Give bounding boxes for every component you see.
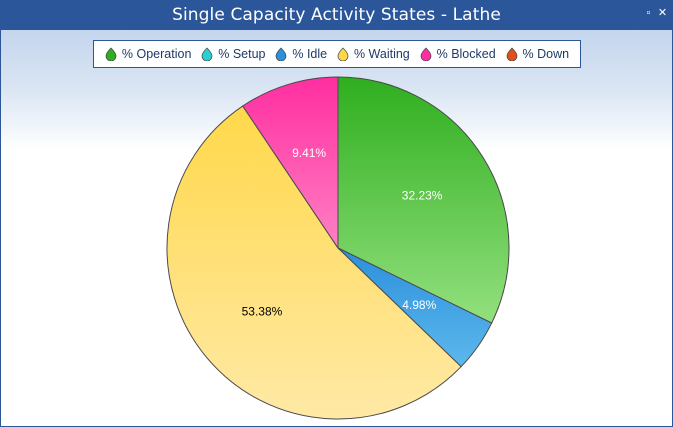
slice-value-label: 4.98% [402, 298, 436, 312]
slice-value-label: 32.23% [402, 188, 443, 202]
pie-chart: 32.23% 4.98% 53.38% 9.41% [166, 76, 510, 420]
restore-icon[interactable]: ▫ [646, 7, 651, 19]
pie-slice[interactable] [241, 76, 339, 250]
legend-marker-icon [506, 47, 517, 61]
window-controls: ▫ ✕ [643, 6, 668, 19]
legend-marker-icon [276, 47, 287, 61]
legend-label: % Blocked [436, 47, 496, 61]
legend-item[interactable]: % Idle [275, 47, 327, 61]
legend-label: % Setup [218, 47, 266, 61]
legend-label: % Operation [121, 47, 192, 61]
legend-item[interactable]: % Blocked [420, 47, 496, 61]
legend-label: % Down [522, 47, 570, 61]
legend-label: % Idle [292, 47, 328, 61]
legend-marker-icon [201, 47, 213, 61]
legend-marker-icon [420, 47, 431, 61]
slice-value-label: 9.41% [292, 146, 326, 160]
pie-slice[interactable] [337, 76, 510, 324]
legend-marker-icon [337, 47, 349, 61]
legend-marker-icon [105, 47, 117, 61]
slice-value-label: 53.38% [242, 305, 283, 319]
title-bar[interactable]: Single Capacity Activity States - Lathe … [1, 1, 672, 30]
legend-label: % Waiting [353, 47, 410, 61]
pie-labels: 32.23% 4.98% 53.38% 9.41% [242, 146, 443, 319]
window-title: Single Capacity Activity States - Lathe [172, 5, 501, 25]
legend-item[interactable]: % Waiting [337, 47, 410, 61]
legend-item[interactable]: % Operation [105, 47, 191, 61]
chart-legend: % Operation % Setup % Idle % Waiting % Block… [93, 40, 581, 68]
legend-item[interactable]: % Setup [201, 47, 266, 61]
pie-slice[interactable] [166, 105, 462, 420]
pie-slices [166, 76, 510, 420]
close-icon[interactable]: ✕ [657, 7, 668, 19]
legend-item[interactable]: % Down [506, 47, 570, 61]
